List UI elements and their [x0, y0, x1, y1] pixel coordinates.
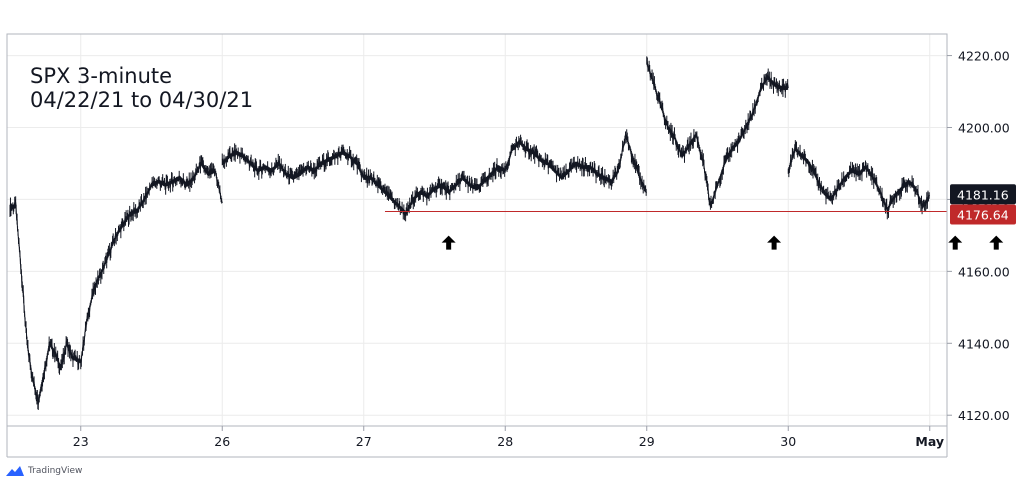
y-tick-label: 4120.00: [958, 408, 1010, 423]
session-line: [363, 164, 506, 217]
session-line: [221, 148, 365, 180]
brand-label: TradingView: [28, 466, 83, 476]
x-tick-label: May: [915, 434, 944, 449]
price-tag-bg: [950, 184, 1016, 205]
chart-subtitle: 04/22/21 to 04/30/21: [30, 88, 254, 112]
price-tag-bg: [950, 204, 1016, 225]
up-arrow-icon: [989, 235, 1004, 250]
x-tick-label: 23: [73, 434, 89, 449]
plot-frame: [6, 33, 948, 458]
price-tag-label: 4181.16: [957, 187, 1009, 202]
x-tick-label: 29: [639, 434, 655, 449]
session-line: [646, 60, 789, 208]
price-tags: 4181.16 4176.64: [950, 184, 1016, 225]
x-tick-label: 28: [497, 434, 513, 449]
tradingview-logo-icon: [6, 466, 24, 476]
y-tick-label: 4160.00: [958, 264, 1010, 279]
y-tick-label: 4140.00: [958, 336, 1010, 351]
session-line: [504, 134, 647, 194]
session-line: [9, 202, 82, 405]
arrow-annotations: [441, 235, 1004, 250]
grid: [7, 34, 947, 426]
up-arrow-icon: [948, 235, 963, 250]
x-tick-label: 26: [214, 434, 230, 449]
y-tick-label: 4200.00: [958, 121, 1010, 136]
price-series: [9, 56, 931, 410]
up-arrow-icon: [441, 235, 456, 250]
y-tick-label: 4220.00: [958, 49, 1010, 64]
price-tag-label: 4176.64: [957, 208, 1009, 223]
session-line: [80, 159, 223, 365]
chart-title: SPX 3-minute: [30, 64, 173, 88]
x-tick-label: 27: [356, 434, 372, 449]
y-axis: 4220.004200.004180.004160.004140.004120.…: [947, 49, 1010, 423]
tradingview-brand[interactable]: TradingView: [6, 466, 82, 476]
x-axis: 23 26 27 28 29 30 May: [73, 426, 944, 449]
up-arrow-icon: [767, 235, 782, 250]
x-tick-label: 30: [780, 434, 796, 449]
session-line: [787, 143, 931, 214]
